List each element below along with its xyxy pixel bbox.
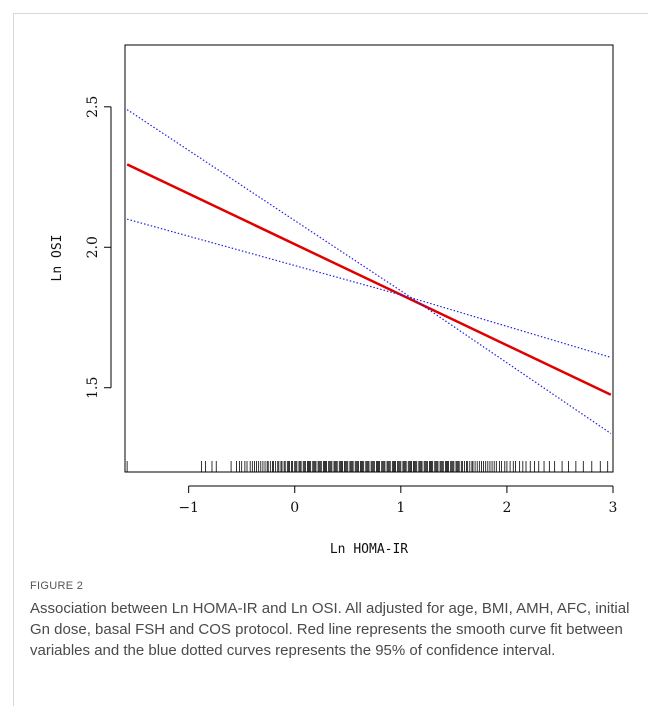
x-axis-label: Ln HOMA-IR	[330, 542, 408, 557]
y-tick-label: 1.5	[85, 377, 101, 399]
ci-upper-line	[126, 109, 612, 358]
y-axis: 1.5 2.0 2.5	[85, 96, 112, 399]
x-tick-label: 0	[290, 500, 299, 516]
x-tick-label: 1	[396, 500, 405, 516]
caption-text: Association between Ln HOMA-IR and Ln OS…	[30, 600, 630, 659]
x-tick-label: −1	[178, 500, 199, 516]
figure-frame	[13, 13, 648, 706]
figure-label: FIGURE 2	[30, 580, 84, 592]
y-tick-label: 2.5	[85, 96, 101, 118]
y-tick-label: 2.0	[85, 236, 101, 258]
plot-area	[124, 44, 614, 473]
ci-lower-line	[126, 218, 612, 435]
chart-lines	[126, 109, 612, 435]
x-tick-label: 2	[502, 500, 511, 516]
x-tick-label: 3	[609, 500, 618, 516]
x-axis: −1 0 1 2 3	[178, 485, 618, 516]
y-axis-label: Ln OSI	[50, 235, 65, 282]
rug-marks	[126, 461, 609, 472]
figure-caption: FIGURE 2 Association between Ln HOMA-IR …	[30, 580, 630, 661]
fit-line	[126, 163, 612, 396]
